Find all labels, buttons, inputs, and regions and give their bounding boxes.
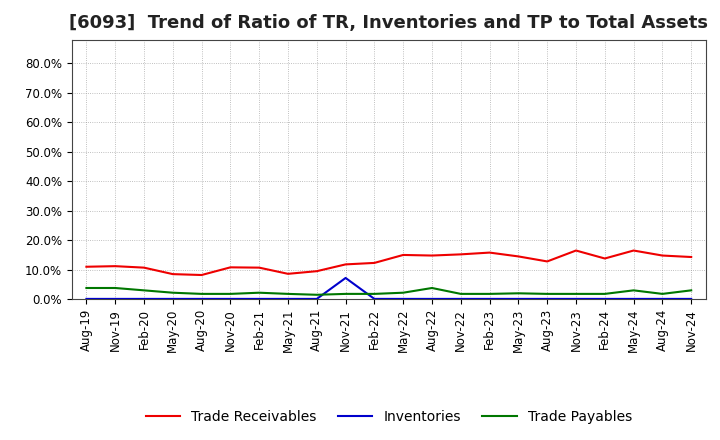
Trade Payables <box>82 286 91 291</box>
Trade Payables <box>600 291 609 297</box>
Trade Receivables <box>140 265 148 270</box>
Inventories <box>658 296 667 301</box>
Trade Payables <box>428 286 436 291</box>
Inventories <box>341 275 350 281</box>
Trade Receivables <box>168 271 177 277</box>
Trade Receivables <box>543 259 552 264</box>
Trade Payables <box>255 290 264 295</box>
Trade Receivables <box>341 262 350 267</box>
Trade Payables <box>226 291 235 297</box>
Trade Payables <box>629 288 638 293</box>
Line: Trade Payables: Trade Payables <box>86 288 691 295</box>
Line: Trade Receivables: Trade Receivables <box>86 250 691 275</box>
Trade Receivables <box>687 254 696 260</box>
Trade Payables <box>485 291 494 297</box>
Inventories <box>629 296 638 301</box>
Trade Payables <box>514 291 523 296</box>
Trade Receivables <box>629 248 638 253</box>
Inventories <box>197 296 206 301</box>
Inventories <box>572 296 580 301</box>
Inventories <box>255 296 264 301</box>
Inventories <box>370 296 379 301</box>
Trade Payables <box>456 291 465 297</box>
Trade Receivables <box>370 260 379 266</box>
Inventories <box>284 296 292 301</box>
Trade Payables <box>658 291 667 297</box>
Inventories <box>399 296 408 301</box>
Trade Receivables <box>428 253 436 258</box>
Trade Receivables <box>255 265 264 270</box>
Trade Receivables <box>572 248 580 253</box>
Trade Receivables <box>600 256 609 261</box>
Trade Receivables <box>82 264 91 269</box>
Line: Inventories: Inventories <box>86 278 691 299</box>
Inventories <box>140 296 148 301</box>
Trade Receivables <box>284 271 292 276</box>
Trade Receivables <box>658 253 667 258</box>
Inventories <box>428 296 436 301</box>
Trade Receivables <box>312 268 321 274</box>
Trade Payables <box>370 291 379 297</box>
Inventories <box>543 296 552 301</box>
Inventories <box>168 296 177 301</box>
Trade Receivables <box>514 254 523 259</box>
Trade Payables <box>687 288 696 293</box>
Inventories <box>456 296 465 301</box>
Title: [6093]  Trend of Ratio of TR, Inventories and TP to Total Assets: [6093] Trend of Ratio of TR, Inventories… <box>69 15 708 33</box>
Trade Payables <box>399 290 408 295</box>
Trade Receivables <box>111 264 120 269</box>
Legend: Trade Receivables, Inventories, Trade Payables: Trade Receivables, Inventories, Trade Pa… <box>140 405 637 430</box>
Trade Payables <box>543 291 552 297</box>
Inventories <box>82 296 91 301</box>
Inventories <box>687 296 696 301</box>
Inventories <box>226 296 235 301</box>
Inventories <box>111 296 120 301</box>
Trade Payables <box>284 291 292 297</box>
Trade Receivables <box>485 250 494 255</box>
Inventories <box>600 296 609 301</box>
Trade Payables <box>197 291 206 297</box>
Trade Payables <box>111 286 120 291</box>
Trade Payables <box>341 291 350 297</box>
Trade Payables <box>312 292 321 297</box>
Trade Receivables <box>399 252 408 257</box>
Trade Payables <box>572 291 580 297</box>
Trade Receivables <box>226 265 235 270</box>
Trade Payables <box>140 288 148 293</box>
Trade Receivables <box>197 272 206 278</box>
Inventories <box>312 296 321 301</box>
Inventories <box>485 296 494 301</box>
Inventories <box>514 296 523 301</box>
Trade Receivables <box>456 252 465 257</box>
Trade Payables <box>168 290 177 295</box>
